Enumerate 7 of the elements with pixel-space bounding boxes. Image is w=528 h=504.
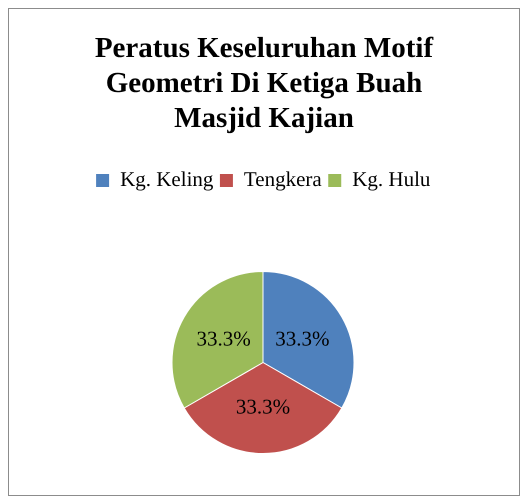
data-label: 33.3%	[275, 326, 330, 350]
data-label: 33.3%	[196, 326, 251, 350]
legend-label: Kg. Hulu	[352, 167, 431, 192]
data-label: 33.3%	[236, 394, 290, 419]
legend-label: Kg. Keling	[120, 167, 214, 192]
legend-label: Tengkera	[244, 167, 322, 192]
chart-title: Peratus Keseluruhan Motif Geometri Di Ketiga Buah Masjid Kajian	[94, 31, 434, 136]
